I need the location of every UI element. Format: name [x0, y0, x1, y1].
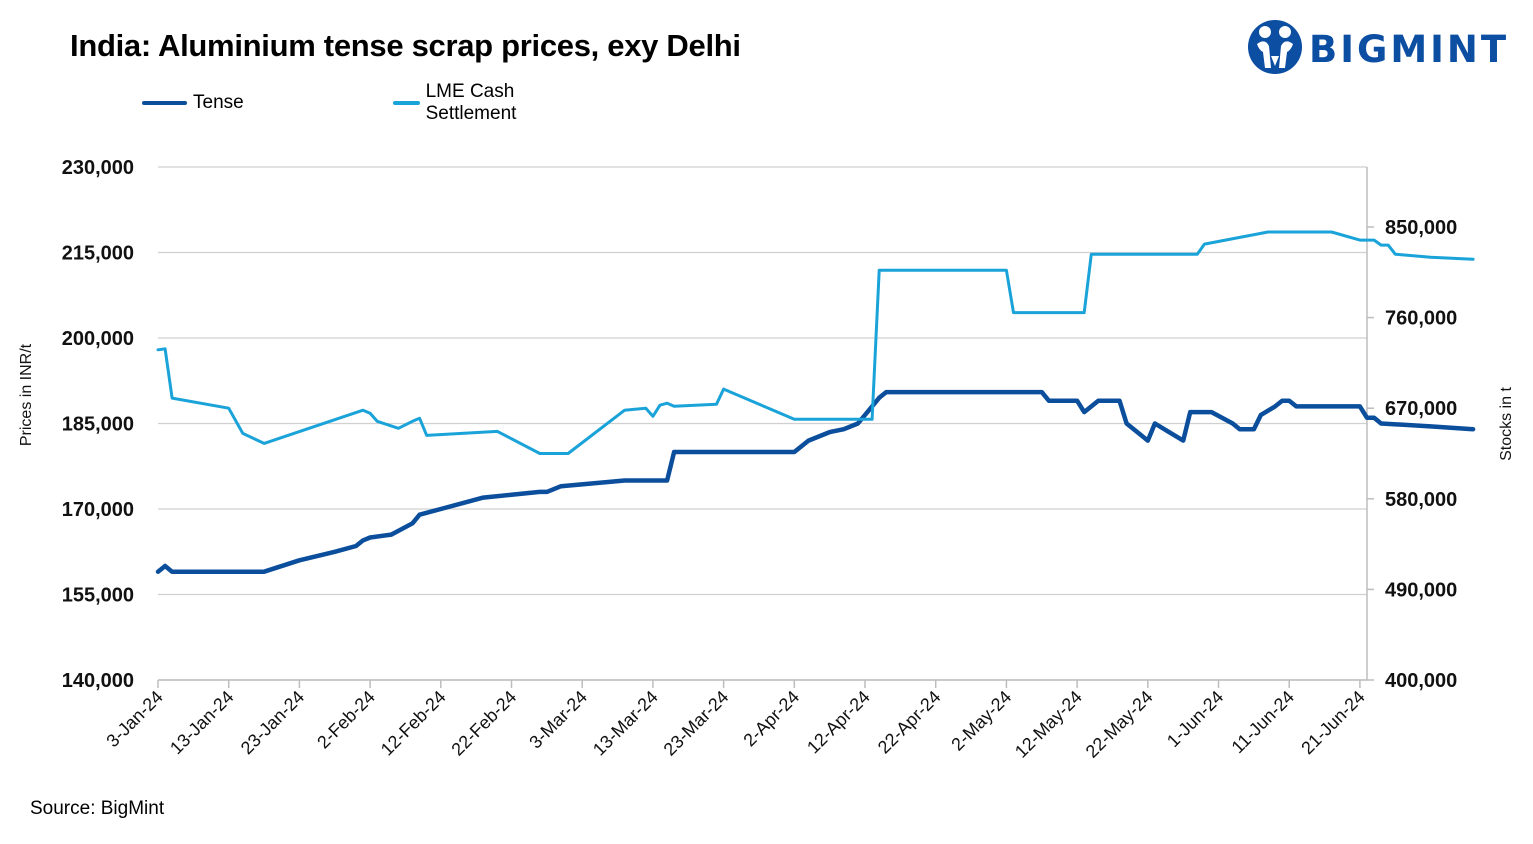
y-tick-label: 200,000	[62, 328, 134, 350]
x-tick-label: 12-Apr-24	[803, 687, 874, 758]
y2-axis-title: Stocks in t	[1498, 387, 1515, 461]
y2-tick-label: 850,000	[1385, 217, 1457, 239]
source-note: Source: BigMint	[30, 798, 165, 819]
brand-name: BIGMINT	[1309, 28, 1510, 71]
legend-label-lme: LME Cash Settlement	[425, 81, 517, 124]
x-tick-label: 22-May-24	[1082, 687, 1157, 762]
y2-tick-label: 580,000	[1385, 489, 1457, 511]
x-tick-label: 23-Jan-24	[237, 687, 308, 758]
legend-item-tense: Tense	[142, 90, 244, 116]
bigmint-logo: BIGMINT	[1247, 14, 1527, 80]
y-tick-label: 230,000	[62, 157, 134, 179]
x-tick-label: 3-Mar-24	[525, 687, 591, 753]
x-tick-label: 12-Feb-24	[377, 687, 450, 760]
y-tick-label: 170,000	[62, 499, 134, 521]
x-tick-label: 2-May-24	[947, 687, 1015, 755]
x-tick-label: 3-Jan-24	[102, 687, 166, 751]
bigmint-logo-icon	[1248, 20, 1302, 74]
y2-tick-label: 490,000	[1385, 579, 1457, 601]
y2-tick-label: 760,000	[1385, 308, 1457, 330]
y-tick-label: 215,000	[62, 243, 134, 265]
x-tick-label: 2-Feb-24	[313, 687, 379, 753]
y-axis-title: Prices in INR/t	[18, 343, 35, 446]
x-tick-label: 1-Jun-24	[1163, 687, 1227, 751]
chart-title: India: Aluminium tense scrap prices, exy…	[70, 28, 741, 63]
y2-tick-label: 400,000	[1385, 670, 1457, 692]
x-tick-label: 13-Mar-24	[589, 687, 662, 760]
y-tick-label: 140,000	[62, 670, 134, 692]
legend-label-tense: Tense	[193, 92, 244, 113]
y-tick-label: 185,000	[62, 414, 134, 436]
x-tick-label: 23-Mar-24	[660, 687, 733, 760]
series-line-tense	[155, 389, 1476, 574]
y-tick-label: 155,000	[62, 585, 134, 607]
x-tick-label: 11-Jun-24	[1228, 687, 1299, 758]
y2-tick-label: 670,000	[1385, 398, 1457, 420]
x-tick-label: 13-Jan-24	[166, 687, 237, 758]
legend-swatch-lme	[393, 101, 420, 105]
x-tick-label: 22-Apr-24	[874, 687, 945, 758]
x-tick-label: 12-May-24	[1011, 687, 1086, 762]
x-tick-label: 21-Jun-24	[1297, 687, 1368, 758]
x-tick-label: 2-Apr-24	[739, 687, 803, 751]
legend-swatch-tense	[142, 101, 187, 105]
series-line-lme	[156, 230, 1475, 455]
legend-item-lme: LME Cash Settlement	[393, 81, 535, 124]
x-tick-label: 22-Feb-24	[447, 687, 520, 760]
